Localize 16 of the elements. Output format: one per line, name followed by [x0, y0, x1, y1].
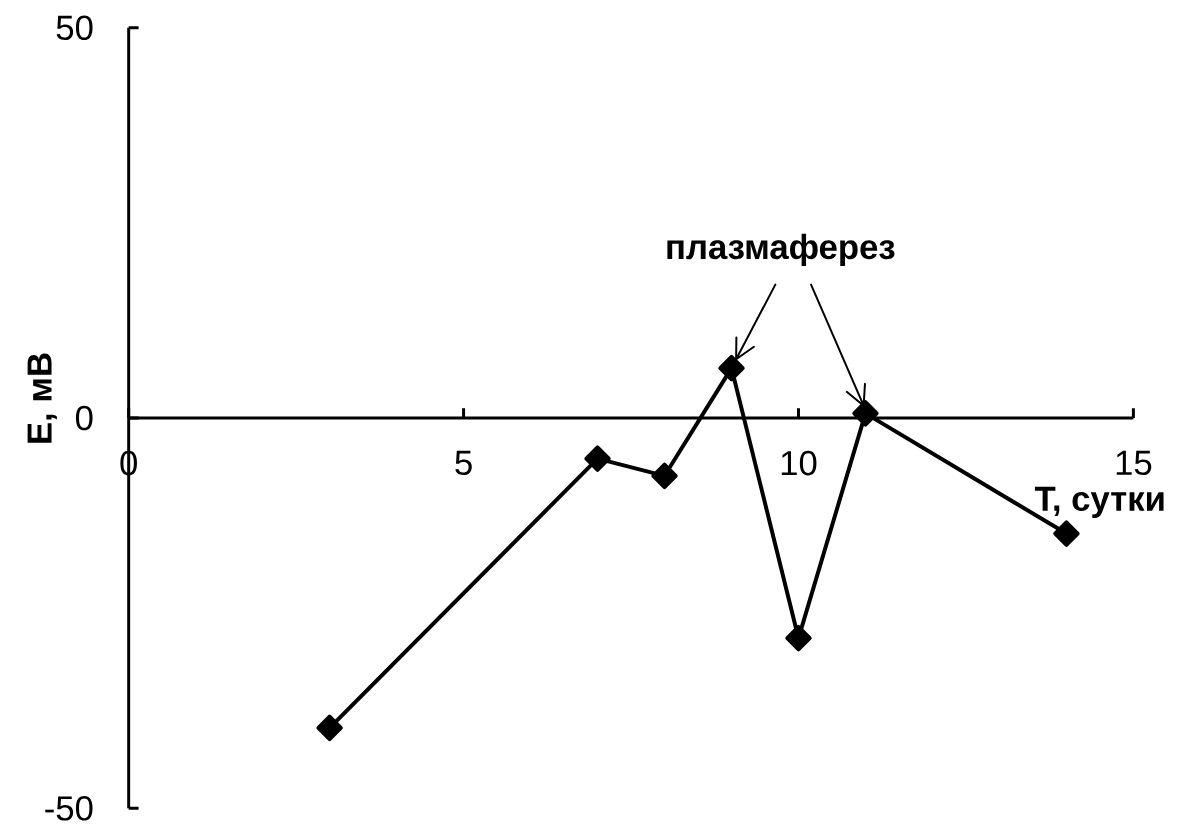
y-tick-label: 0	[75, 405, 93, 431]
point	[852, 400, 879, 427]
point	[1053, 520, 1080, 547]
point	[785, 624, 812, 652]
y-tick-label: 50	[56, 15, 93, 40]
x-tick-label: 15	[1116, 450, 1152, 475]
x-axis-title: T, сутки	[1034, 486, 1164, 518]
point	[651, 462, 678, 489]
y-axis-title: E, мВ	[27, 353, 57, 443]
annotation: плазмаферез	[667, 233, 895, 267]
point	[718, 354, 745, 382]
y-tick-label: -50	[45, 795, 93, 821]
x-tick-label: 5	[455, 450, 472, 475]
x-tick-label: 10	[781, 450, 817, 476]
point	[316, 714, 343, 742]
point	[584, 445, 611, 472]
